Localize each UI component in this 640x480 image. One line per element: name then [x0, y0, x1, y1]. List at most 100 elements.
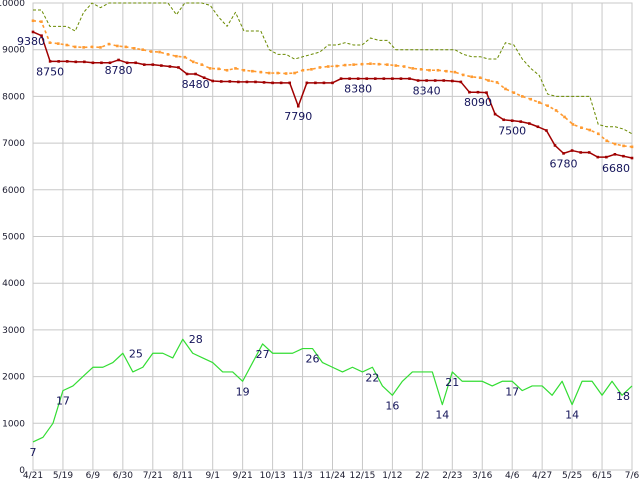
data-point-avg [166, 53, 170, 56]
data-point-avg [386, 63, 389, 66]
data-point-price [228, 80, 232, 83]
data-point-price [493, 112, 497, 116]
data-point-avg [377, 62, 381, 66]
data-point-avg [200, 63, 204, 66]
data-point-avg [90, 45, 94, 49]
data-point-price [74, 60, 78, 64]
data-point-price [579, 151, 582, 154]
x-tick-label: 7/21 [143, 471, 163, 480]
data-label-volume: 17 [56, 395, 70, 408]
x-tick-label: 9/21 [233, 471, 253, 480]
data-point-price [348, 77, 351, 80]
y-tick-label: 0 [19, 466, 25, 476]
data-point-avg [276, 71, 279, 75]
data-label-price: 8090 [464, 96, 492, 109]
data-point-avg [360, 62, 364, 66]
data-point-avg [225, 68, 229, 72]
data-label-volume: 21 [445, 376, 459, 389]
data-point-avg [217, 67, 220, 71]
data-point-avg [40, 20, 43, 23]
data-point-avg [563, 115, 566, 119]
x-tick-label: 8/11 [173, 471, 193, 480]
data-point-price [57, 60, 60, 63]
data-point-avg [343, 63, 347, 67]
data-point-avg [394, 64, 398, 67]
data-point-avg [48, 41, 52, 44]
series-avg [31, 19, 634, 149]
data-point-avg [73, 45, 77, 49]
data-point-price [194, 72, 197, 76]
data-point-avg [57, 42, 60, 45]
data-point-price [108, 61, 112, 65]
data-point-price [476, 90, 480, 94]
data-label-volume: 7 [30, 446, 37, 459]
data-point-price [177, 66, 180, 69]
data-point-price [622, 154, 625, 158]
data-point-avg [622, 144, 625, 148]
data-label-price: 8340 [413, 85, 441, 98]
x-tick-label: 10/13 [260, 471, 286, 480]
series-high [33, 2, 633, 135]
data-point-avg [546, 104, 549, 108]
data-point-price [528, 122, 531, 125]
data-point-price [151, 63, 155, 66]
data-point-avg [116, 44, 119, 48]
data-point-price [245, 80, 249, 84]
data-point-avg [65, 43, 69, 47]
data-point-price [40, 34, 43, 37]
data-point-price [468, 90, 471, 94]
data-point-price [322, 81, 326, 85]
y-tick-label: 10000 [0, 0, 25, 9]
data-point-avg [453, 70, 457, 74]
x-tick-label: 2/23 [442, 471, 462, 480]
data-point-avg [132, 46, 136, 50]
series-volume [32, 338, 633, 443]
data-point-price [296, 104, 300, 108]
data-point-price [442, 79, 446, 82]
data-point-price [237, 80, 240, 84]
data-label-price: 6780 [550, 157, 578, 170]
x-tick-label: 6/30 [113, 471, 133, 480]
data-point-price [587, 151, 591, 154]
x-tick-label: 7/6 [625, 471, 640, 480]
data-point-price [502, 118, 505, 122]
data-point-price [305, 81, 309, 85]
data-point-avg [419, 68, 423, 71]
data-point-avg [512, 91, 516, 94]
data-point-price [365, 77, 369, 80]
data-point-price [416, 79, 420, 82]
data-point-price [65, 60, 69, 63]
data-point-price [459, 80, 463, 84]
data-label-volume: 27 [256, 348, 270, 361]
data-point-price [185, 72, 189, 76]
data-point-avg [335, 64, 339, 68]
x-tick-label: 4/27 [532, 471, 552, 480]
series-line-avg [32, 19, 633, 148]
data-label-volume: 14 [435, 409, 449, 422]
data-point-price [356, 77, 360, 80]
y-tick-label: 6000 [2, 186, 25, 196]
data-point-avg [411, 67, 414, 70]
x-tick-label: 5/19 [53, 471, 73, 480]
data-point-price [279, 81, 283, 85]
data-point-avg [31, 19, 35, 23]
data-point-avg [529, 97, 533, 101]
series-line-volume [32, 338, 633, 443]
data-point-avg [301, 68, 305, 72]
series-layer [31, 2, 634, 443]
data-label-price: 8480 [182, 78, 210, 91]
y-tick-label: 4000 [2, 279, 25, 289]
data-point-price [117, 58, 120, 62]
data-point-avg [487, 79, 490, 82]
data-point-price [433, 79, 437, 82]
data-point-price [562, 152, 565, 155]
data-point-price [485, 91, 488, 94]
data-point-price [271, 81, 274, 85]
data-point-avg [259, 70, 263, 74]
label-layer: 9380 8750 8780 8480 7790 8380 8340 8090 7500 6780… [17, 35, 630, 459]
y-tick-label: 1000 [2, 419, 25, 429]
data-point-avg [99, 46, 102, 49]
data-point-price [314, 81, 317, 85]
data-point-price [202, 76, 206, 80]
